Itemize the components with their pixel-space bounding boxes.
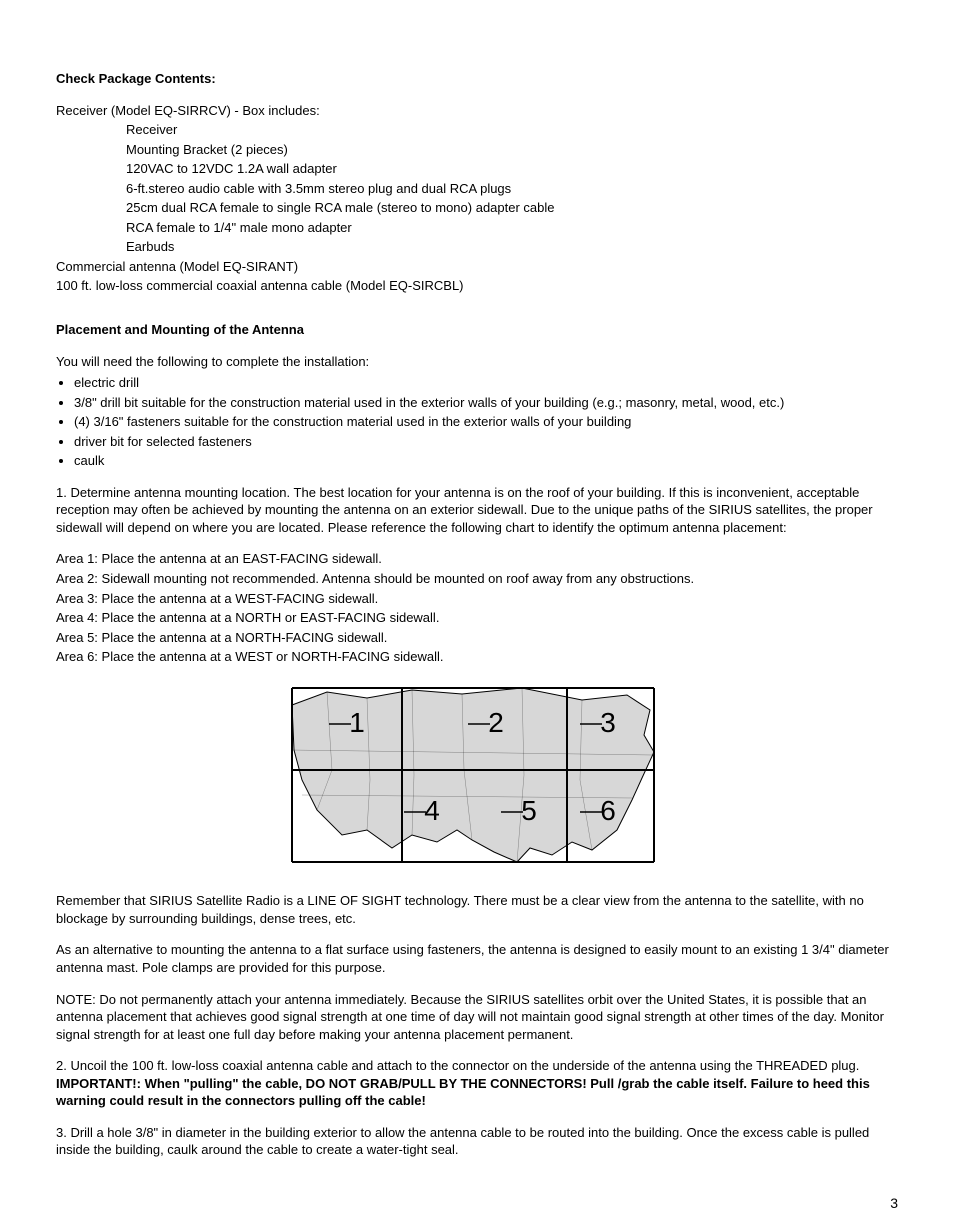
area-item: Area 3: Place the antenna at a WEST-FACI… xyxy=(56,590,898,608)
us-map-svg: 1 2 3 4 5 6 xyxy=(272,680,682,870)
svg-text:3: 3 xyxy=(600,707,616,738)
contents-item: Mounting Bracket (2 pieces) xyxy=(126,141,898,159)
area-item: Area 2: Sidewall mounting not recommende… xyxy=(56,570,898,588)
need-item: 3/8" drill bit suitable for the construc… xyxy=(74,394,898,412)
contents-cable-line: 100 ft. low-loss commercial coaxial ante… xyxy=(56,277,898,295)
contents-item: 120VAC to 12VDC 1.2A wall adapter xyxy=(126,160,898,178)
contents-item: Receiver xyxy=(126,121,898,139)
step-2: 2. Uncoil the 100 ft. low-loss coaxial a… xyxy=(56,1057,898,1110)
package-contents: Receiver (Model EQ-SIRRCV) - Box include… xyxy=(56,102,898,295)
heading-placement: Placement and Mounting of the Antenna xyxy=(56,321,898,339)
need-item: caulk xyxy=(74,452,898,470)
need-intro: You will need the following to complete … xyxy=(56,353,898,371)
contents-antenna-line: Commercial antenna (Model EQ-SIRANT) xyxy=(56,258,898,276)
need-item: electric drill xyxy=(74,374,898,392)
svg-text:4: 4 xyxy=(424,795,440,826)
need-item: (4) 3/16" fasteners suitable for the con… xyxy=(74,413,898,431)
page-number: 3 xyxy=(890,1194,898,1213)
area-item: Area 5: Place the antenna at a NORTH-FAC… xyxy=(56,629,898,647)
need-item: driver bit for selected fasteners xyxy=(74,433,898,451)
contents-item: Earbuds xyxy=(126,238,898,256)
note-text: NOTE: Do not permanently attach your ant… xyxy=(56,991,898,1044)
alternative-text: As an alternative to mounting the antenn… xyxy=(56,941,898,976)
area-item: Area 1: Place the antenna at an EAST-FAC… xyxy=(56,550,898,568)
svg-text:1: 1 xyxy=(349,707,365,738)
contents-item: 6-ft.stereo audio cable with 3.5mm stere… xyxy=(126,180,898,198)
area-item: Area 6: Place the antenna at a WEST or N… xyxy=(56,648,898,666)
us-map-chart: 1 2 3 4 5 6 xyxy=(56,680,898,875)
remember-text: Remember that SIRIUS Satellite Radio is … xyxy=(56,892,898,927)
area-item: Area 4: Place the antenna at a NORTH or … xyxy=(56,609,898,627)
contents-item: 25cm dual RCA female to single RCA male … xyxy=(126,199,898,217)
contents-item: RCA female to 1/4" male mono adapter xyxy=(126,219,898,237)
svg-text:2: 2 xyxy=(488,707,504,738)
svg-text:5: 5 xyxy=(521,795,537,826)
step-3-text: 3. Drill a hole 3/8" in diameter in the … xyxy=(56,1124,898,1159)
heading-check-contents: Check Package Contents: xyxy=(56,70,898,88)
step-2-lead: 2. Uncoil the 100 ft. low-loss coaxial a… xyxy=(56,1058,859,1073)
contents-receiver-line: Receiver (Model EQ-SIRRCV) - Box include… xyxy=(56,102,898,120)
step-1-text: 1. Determine antenna mounting location. … xyxy=(56,484,898,537)
need-list: electric drill 3/8" drill bit suitable f… xyxy=(56,374,898,470)
step-2-important: IMPORTANT!: When "pulling" the cable, DO… xyxy=(56,1076,870,1109)
area-list: Area 1: Place the antenna at an EAST-FAC… xyxy=(56,550,898,665)
svg-text:6: 6 xyxy=(600,795,616,826)
